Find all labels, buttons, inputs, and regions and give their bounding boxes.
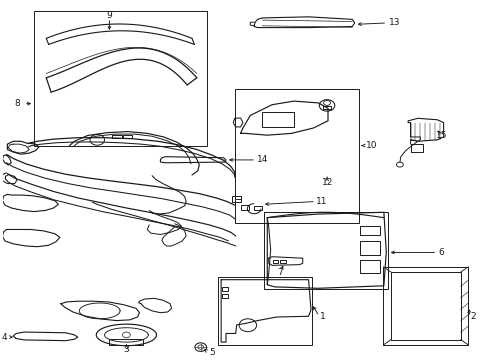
Bar	[359, 241, 379, 255]
Bar	[240, 205, 249, 211]
Bar	[359, 260, 379, 273]
Text: 15: 15	[435, 131, 447, 140]
Bar	[410, 144, 422, 152]
Bar	[383, 267, 468, 345]
Text: 9: 9	[106, 11, 112, 20]
Text: 12: 12	[322, 178, 333, 187]
Text: 2: 2	[470, 312, 475, 321]
Bar	[262, 112, 293, 127]
Text: 5: 5	[208, 348, 214, 357]
Text: 4: 4	[2, 333, 7, 342]
Text: 1: 1	[320, 312, 325, 321]
Bar	[280, 260, 285, 263]
Bar	[222, 294, 227, 298]
Text: 10: 10	[365, 141, 377, 150]
Text: 11: 11	[316, 197, 327, 206]
Bar	[109, 338, 143, 345]
Text: 3: 3	[123, 345, 129, 354]
Bar	[323, 107, 330, 109]
Bar	[254, 206, 262, 211]
Bar	[222, 287, 227, 291]
Text: 8: 8	[14, 99, 20, 108]
Bar	[217, 277, 312, 345]
Text: 13: 13	[388, 18, 399, 27]
Bar	[112, 135, 122, 138]
Bar	[234, 89, 358, 223]
Bar	[123, 135, 131, 138]
Text: 7: 7	[277, 268, 283, 277]
Text: 6: 6	[437, 248, 443, 257]
Bar	[264, 212, 387, 289]
Text: 14: 14	[257, 156, 268, 165]
Bar	[34, 12, 206, 146]
Bar	[359, 226, 379, 235]
Bar	[390, 272, 460, 339]
Bar	[231, 196, 240, 202]
Bar	[272, 260, 278, 263]
